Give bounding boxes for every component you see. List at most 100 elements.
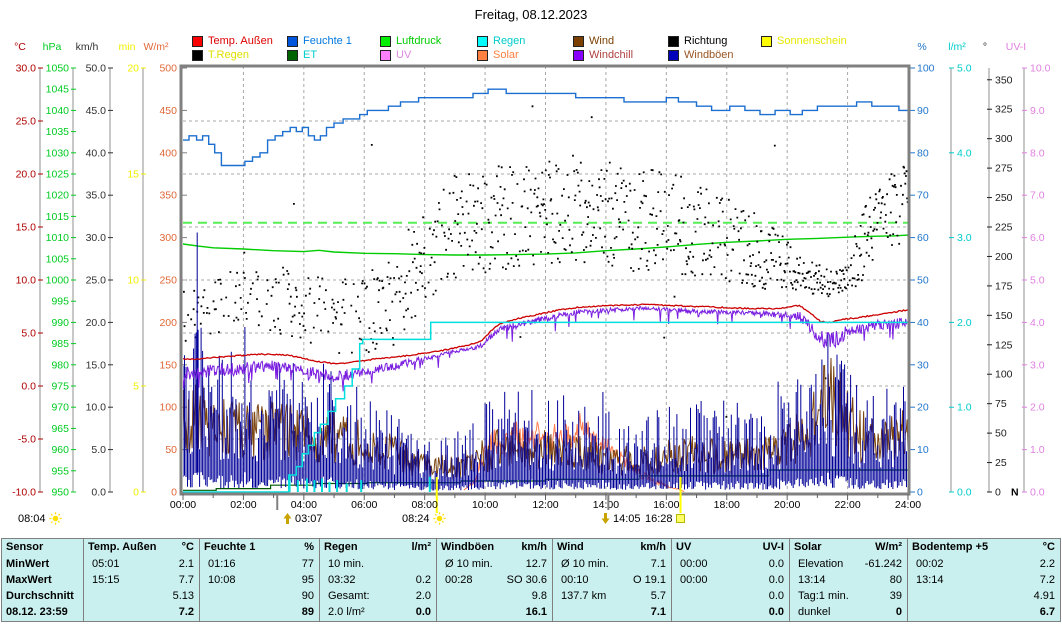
astro-time-label: 14:05 xyxy=(613,512,641,525)
value: O 19.1 xyxy=(632,574,666,586)
axis-tick-label: 965 xyxy=(51,423,69,435)
axis-tick-label: 0 xyxy=(917,487,923,499)
value: 7.1 xyxy=(650,606,666,618)
value-time-label: Gesamt: xyxy=(328,590,370,602)
value: 0.0 xyxy=(768,574,784,586)
sun-icon xyxy=(432,512,446,525)
axis-tick-label: 1020 xyxy=(46,190,70,202)
axis-tick-label: 40.0 xyxy=(86,147,107,159)
sensor-unit: l/m² xyxy=(411,541,431,553)
axis-tick-label: 970 xyxy=(51,402,69,414)
table-row: MaxWert 15:15 7.7 10:08 95 03:32 0.2 00:28 SO 30… xyxy=(2,572,1060,588)
row-label-cell: MinWert xyxy=(2,556,84,572)
axis-tick-label: 0 xyxy=(133,487,139,499)
axis-tick-label: 275 xyxy=(995,163,1013,175)
legend-item-windb-en: Windböen xyxy=(668,50,734,61)
value: 4.91 xyxy=(1033,590,1055,602)
series-feuchte-1 xyxy=(183,88,908,167)
time-tick-label: 00:00 xyxy=(170,499,196,511)
table-value-cell: 0.0 xyxy=(672,604,790,621)
axis-tick-label: 200 xyxy=(995,251,1013,263)
sensor-name: Windböen xyxy=(441,541,495,553)
axis-l-m: l/m² 5.0 4.0 3.0 2.0 1.0 0.0 xyxy=(948,41,972,499)
axis-uv-i: UV-I 10.0 9.0 8.0 7.0 6.0 5.0 4.0 3.0 2.0 1.0 0.0 xyxy=(1006,41,1051,499)
value: 2.0 xyxy=(415,590,431,602)
time-tick-label: 18:00 xyxy=(714,499,740,511)
legend-item-regen: Regen xyxy=(477,36,525,47)
value: 7.1 xyxy=(650,558,666,570)
legend-color-swatch xyxy=(192,36,203,47)
axis-tick-label: 10 xyxy=(917,444,929,456)
sensor-name: Regen xyxy=(324,541,358,553)
axis-tick-label: 0.0 xyxy=(1030,487,1045,499)
sensor-name: Feuchte 1 xyxy=(204,541,256,553)
sensor-unit: UV-I xyxy=(762,541,784,553)
square-icon xyxy=(675,514,685,523)
column-header-cell: Feuchte 1% xyxy=(200,539,320,556)
axis-tick-label: 1045 xyxy=(46,84,70,96)
sensor-unit: % xyxy=(304,541,314,553)
row-label-cell: 08.12. 23:59 xyxy=(2,604,84,621)
series-windb-en xyxy=(183,232,908,491)
legend-label: Windböen xyxy=(684,49,734,61)
column-header-cell: UV UV-I xyxy=(672,539,790,556)
time-tick-label: 06:00 xyxy=(351,499,377,511)
row-label-cell: MaxWert xyxy=(2,572,84,588)
legend-item-et: ET xyxy=(287,50,317,61)
table-value-cell: Ø 10 min. 7.1 xyxy=(553,556,672,572)
row-label-cell: Sensor xyxy=(2,539,84,556)
value: 2.2 xyxy=(1039,558,1055,570)
time-tick-label: 16:00 xyxy=(653,499,679,511)
axis-tick-label: 45.0 xyxy=(86,105,107,117)
table-row: MinWert 05:01 2.1 01:16 77 10 min. Ø 10 min. 12… xyxy=(2,556,1060,572)
legend-label: Regen xyxy=(493,35,526,47)
astro-time-label: 16:28 xyxy=(645,512,673,525)
table-value-cell: 05:01 2.1 xyxy=(84,556,200,572)
axis-tick-label: 1050 xyxy=(46,63,70,75)
value: 7.7 xyxy=(178,574,194,586)
column-header-cell: Bodentemp +5 °C xyxy=(908,539,1060,556)
axis-tick-label: 80 xyxy=(917,147,929,159)
column-header-cell: Temp. Außen °C xyxy=(84,539,200,556)
axis-tick-label: 3.0 xyxy=(1030,359,1045,371)
axis-tick-label: 0 xyxy=(171,487,177,499)
table-value-cell: 7.2 xyxy=(84,604,200,621)
axis-tick-label: 50.0 xyxy=(86,63,107,75)
axis-tick-label: 985 xyxy=(51,338,69,350)
sunshine-start-marker: 08:24 xyxy=(402,512,446,525)
moonset-marker: 14:05 xyxy=(601,512,641,525)
series-temp-au-en xyxy=(183,303,908,365)
legend-label: Feuchte 1 xyxy=(303,35,352,47)
value: 89 xyxy=(301,606,314,618)
table-value-cell: Tag:1 min. 39 xyxy=(790,588,908,604)
axis-tick-label: 10.0 xyxy=(86,402,107,414)
axis-tick-label: 5.0 xyxy=(91,444,106,456)
axis-tick-label: 100 xyxy=(917,63,935,75)
table-value-cell: 13:14 80 xyxy=(790,572,908,588)
axis-tick-label: 20 xyxy=(127,63,139,75)
axis-tick-label: 15.0 xyxy=(16,222,37,234)
sensor-name: Wind xyxy=(557,541,584,553)
axis-tick-label: 5.0 xyxy=(21,328,36,340)
time-tick-label: 10:00 xyxy=(472,499,498,511)
axis-unit-label: hPa xyxy=(43,41,62,53)
table-value-cell: Gesamt: 2.0 xyxy=(320,588,437,604)
table-value-cell: 9.8 xyxy=(437,588,553,604)
table-row: Durchschnitt 5.13 90 Gesamt: 2.0 9.8 137.7 km 5… xyxy=(2,588,1060,604)
sensor-name: Temp. Außen xyxy=(88,541,157,553)
value-time-label: dunkel xyxy=(798,606,831,618)
series-layer xyxy=(183,88,908,493)
value: 0.2 xyxy=(415,574,431,586)
value: 16.1 xyxy=(525,606,547,618)
axis-hpa: hPa 1050 1045 1040 1035 1030 1025 1020 1015 1010 1… xyxy=(43,41,76,499)
legend-color-swatch xyxy=(573,36,584,47)
legend-label: Luftdruck xyxy=(396,35,442,47)
axis-tick-label: 4.0 xyxy=(957,147,972,159)
moonrise-marker: 03:07 xyxy=(283,512,323,525)
axis-unit-label: ° xyxy=(983,41,987,53)
axis-tick-label: 50 xyxy=(917,275,929,287)
sensor-unit: W/m² xyxy=(875,541,902,553)
legend-color-swatch xyxy=(380,36,391,47)
axis-tick-label: 4.0 xyxy=(1030,317,1045,329)
axis-tick-label: 450 xyxy=(159,105,177,117)
